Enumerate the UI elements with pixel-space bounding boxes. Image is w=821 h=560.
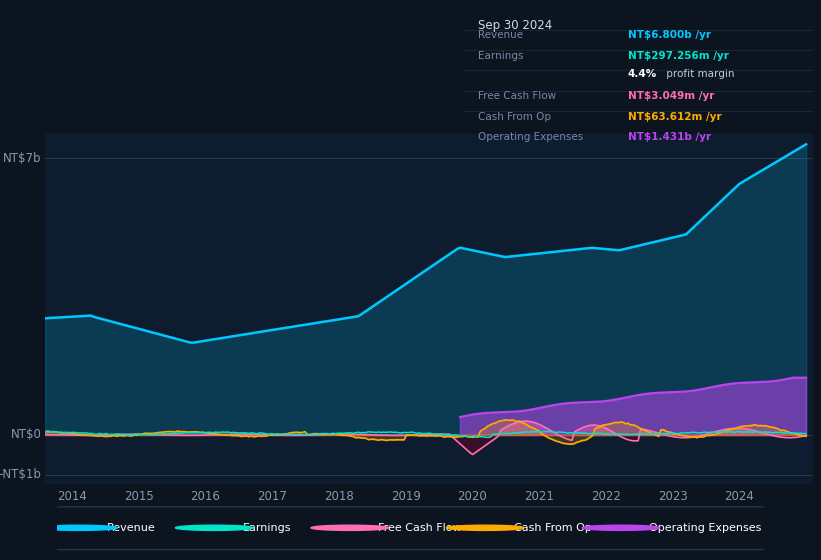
Text: Sep 30 2024: Sep 30 2024 xyxy=(478,18,552,31)
Text: NT$63.612m /yr: NT$63.612m /yr xyxy=(628,112,722,122)
Circle shape xyxy=(582,525,660,530)
Text: Cash From Op: Cash From Op xyxy=(478,112,551,122)
Text: Free Cash Flow: Free Cash Flow xyxy=(478,91,556,101)
Text: NT$297.256m /yr: NT$297.256m /yr xyxy=(628,50,729,60)
Text: profit margin: profit margin xyxy=(663,69,734,79)
Text: Revenue: Revenue xyxy=(478,30,523,40)
Text: Operating Expenses: Operating Expenses xyxy=(649,523,762,533)
Text: 4.4%: 4.4% xyxy=(628,69,657,79)
Circle shape xyxy=(176,525,253,530)
Text: Earnings: Earnings xyxy=(478,50,523,60)
Text: Operating Expenses: Operating Expenses xyxy=(478,132,583,142)
Text: Cash From Op: Cash From Op xyxy=(514,523,591,533)
Text: Earnings: Earnings xyxy=(242,523,291,533)
Text: Revenue: Revenue xyxy=(107,523,156,533)
Text: NT$0: NT$0 xyxy=(11,428,41,441)
Circle shape xyxy=(39,525,117,530)
Text: NT$7b: NT$7b xyxy=(2,152,41,165)
Text: NT$6.800b /yr: NT$6.800b /yr xyxy=(628,30,711,40)
Text: NT$1.431b /yr: NT$1.431b /yr xyxy=(628,132,711,142)
Text: -NT$1b: -NT$1b xyxy=(0,468,41,481)
Text: NT$3.049m /yr: NT$3.049m /yr xyxy=(628,91,714,101)
Circle shape xyxy=(311,525,388,530)
Circle shape xyxy=(447,525,524,530)
Text: Free Cash Flow: Free Cash Flow xyxy=(378,523,461,533)
